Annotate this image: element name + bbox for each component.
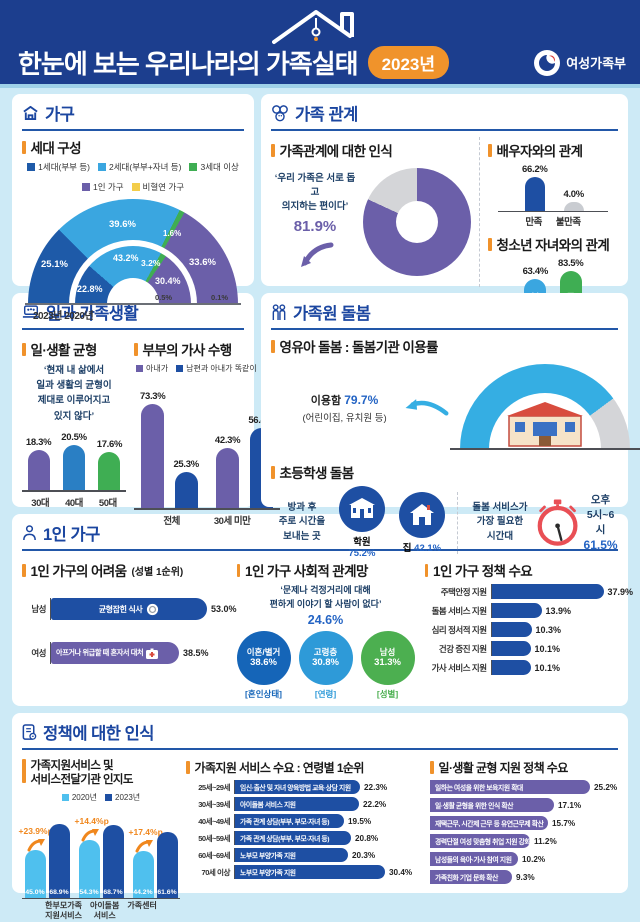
network-circles: 이혼/별거 38.6% [혼인상태] 고령층 30.8% [연령] 남성 31.3% … — [236, 631, 415, 700]
meal-icon — [147, 603, 159, 615]
section-title: 가구 — [45, 106, 75, 124]
household-legend: 1세대(부부 등) 2세대(부부+자녀 등) 3세대 이상 1인 가구 비혈연 … — [22, 161, 244, 193]
section-title: 일과 가족생활 — [46, 305, 139, 323]
spouse-chart: 66.2% 4.0% — [498, 164, 608, 212]
purple-arrow-icon — [301, 242, 334, 268]
service-demand-block: 가족지원 서비스 수요 : 연령별 1순위 25세~29세 임신·출산 및 자녀 … — [186, 756, 422, 922]
orange-arrow-icon — [27, 838, 45, 852]
perception-value: 81.9% — [293, 218, 337, 236]
elementary-care-block: 방과 후 주로 시간을 보내는 곳 학원 75.2% — [271, 486, 618, 559]
section-single-household: 1인 가구 1인 가구의 어려움 (성별 1순위) 남성 균형잡힌 식사 53.0… — [12, 514, 633, 706]
orange-arrow-icon — [81, 828, 99, 842]
place-academy: 학원 75.2% — [338, 486, 385, 559]
awareness-block: 가족지원서비스 및 서비스전달기관 인지도 2020년 2023년 +23.9%p… — [19, 756, 180, 922]
content: 가구 세대 구성 1세대(부부 등) 2세대(부부+자녀 등) 3세대 이상 1… — [0, 88, 640, 920]
section-title: 1인 가구 — [43, 526, 100, 544]
home-small-icon — [409, 503, 434, 525]
person-icon — [23, 525, 36, 541]
ministry-logo-icon — [534, 49, 561, 76]
stopwatch-icon — [537, 499, 578, 546]
blue-arrow-icon — [405, 399, 449, 416]
section-family-care: 가족원 돌봄 영유아 돌봄 : 돌봄기관 이용률 이용함 79.7% (어린이집… — [261, 293, 640, 559]
roof-icon — [272, 10, 354, 44]
place-home: 집 42.1% — [398, 491, 445, 554]
single-difficulty-block: 1인 가구의 어려움 (성별 1순위) 남성 균형잡힌 식사 53.0% 여성 — [22, 557, 237, 700]
awareness-chart: +23.9%p 45.0% 68.9% +14.4%p 54.3% — [19, 805, 180, 899]
document-icon — [22, 723, 37, 740]
ministry-logo: 여성가족부 — [534, 49, 626, 76]
network-value: 24.6% — [307, 613, 344, 627]
household-composition-chart: 25.1% 39.6% 1.6% 33.6% 0.1% 22.8% 43.2% … — [25, 199, 241, 322]
header: 한눈에 보는 우리나라의 가족실태 2023년 여성가족부 — [0, 0, 640, 88]
kindergarten-icon — [506, 402, 583, 447]
care-time-value: 61.5% — [583, 537, 618, 552]
faces-icon — [272, 104, 288, 121]
ministry-name: 여성가족부 — [566, 56, 626, 71]
home-icon — [23, 105, 38, 121]
perception-donut-chart — [363, 168, 471, 276]
single-policy-block: 1인 가구 정책 수요 주택안정 지원 37.9% 돌봄 서비스 지원 13.9% … — [424, 557, 633, 700]
infant-care-value: 79.7% — [344, 393, 379, 407]
subsection-title: 세대 구성 — [30, 141, 82, 156]
section-household: 가구 세대 구성 1세대(부부 등) 2세대(부부+자녀 등) 3세대 이상 1… — [12, 94, 254, 322]
section-work-family: 일과 가족생활 일·생활 균형 ‘현재 내 삶에서 일과 생활의 균형이 제대로… — [12, 293, 280, 527]
firstaid-icon — [146, 648, 159, 659]
family-perception-block: 가족관계에 대한 인식 ‘우리 가족은 서로 돕고 의지하는 편이다’ 81.9… — [271, 137, 471, 287]
worklife-demand-block: 일·생활 균형 지원 정책 수요 일하는 여성을 위한 보육지원 확대 25.2%… — [430, 756, 618, 922]
section-policy-awareness: 정책에 대한 인식 가족지원서비스 및 서비스전달기관 인지도 2020년 202… — [12, 713, 628, 920]
laptop-icon — [22, 305, 40, 318]
housework-legend: 아내가 남편과 아내가 똑같이 — [136, 363, 280, 374]
section-title: 정책에 대한 인식 — [43, 725, 154, 743]
housework-block: 부부의 가사 수행 아내가 남편과 아내가 똑같이 73.3% 25.3% 42… — [134, 336, 280, 527]
orange-arrow-icon — [135, 839, 153, 853]
section-title: 가족 관계 — [295, 106, 358, 124]
caregivers-icon — [272, 303, 286, 320]
section-title: 가족원 돌봄 — [293, 305, 371, 323]
balance-chart: 18.3% 20.5% 17.6% — [22, 432, 126, 492]
single-network-block: 1인 가구 사회적 관계망 ‘문제나 걱정거리에 대해 편하게 이야기 할 사람… — [236, 557, 415, 700]
academy-icon — [348, 498, 375, 518]
work-life-balance-block: 일·생활 균형 ‘현재 내 삶에서 일과 생활의 균형이 제대로 이루어지고 있… — [22, 336, 126, 527]
spouse-teen-block: 배우자와의 관계 66.2% 4.0% 만족 불만족 청소년 자녀와의 관계 6… — [488, 137, 618, 322]
housework-chart: 73.3% 25.3% 42.3% 56.4% — [134, 378, 280, 510]
page-title: 한눈에 보는 우리나라의 가족실태 — [18, 49, 359, 79]
year-badge: 2023년 — [367, 46, 450, 79]
infant-care-block: 이용함 79.7% (어린이집, 유치원 등) — [271, 360, 640, 456]
section-family-relations: 가족 관계 가족관계에 대한 인식 ‘우리 가족은 서로 돕고 의지하는 편이다… — [261, 94, 628, 322]
awareness-legend: 2020년 2023년 — [22, 792, 180, 803]
ring-year-labels: 2023년 2020년 — [33, 311, 94, 322]
infant-care-gauge — [449, 360, 640, 456]
